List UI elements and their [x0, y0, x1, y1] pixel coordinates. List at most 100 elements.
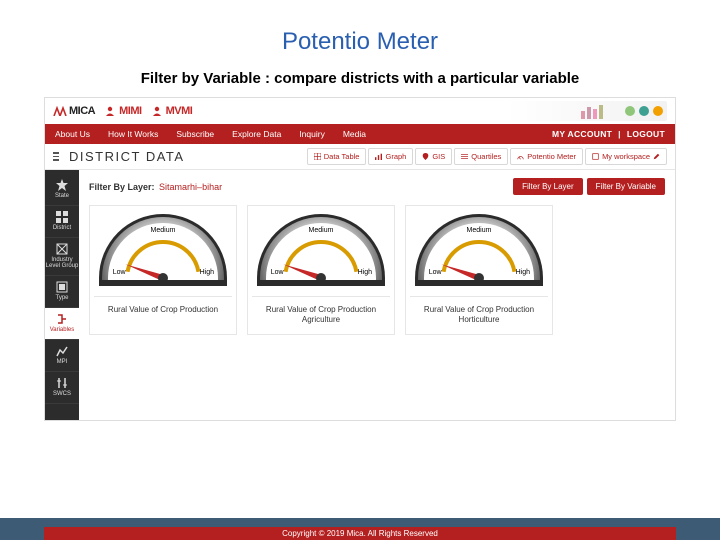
- nav-how[interactable]: How It Works: [108, 129, 158, 139]
- sidebar-item-swcs[interactable]: SWCS: [45, 372, 79, 404]
- tab-potentio[interactable]: Potentio Meter: [510, 148, 583, 165]
- banner-dot-3: [653, 106, 663, 116]
- filter-row: Filter By Layer: Sitamarhi–bihar Filter …: [89, 178, 665, 195]
- tab-graph[interactable]: Graph: [368, 148, 413, 165]
- nav-subscribe[interactable]: Subscribe: [176, 129, 214, 139]
- variables-icon: [56, 313, 68, 325]
- sidebar-swcs-label: SWCS: [53, 391, 71, 397]
- gauge-meter: Low Medium High: [255, 212, 387, 288]
- body: State District Industry Level Group Type…: [45, 170, 675, 420]
- table-icon: [314, 153, 321, 160]
- logo-mvmi: MVMI: [150, 105, 193, 117]
- sidebar-state-label: State: [55, 193, 69, 199]
- hamburger-icon[interactable]: [49, 152, 63, 161]
- tab-gis-label: GIS: [432, 152, 445, 161]
- type-icon: [56, 281, 68, 293]
- tab-quartiles-label: Quartiles: [471, 152, 501, 161]
- nav-left: About Us How It Works Subscribe Explore …: [55, 129, 366, 139]
- gauge-meter: Low Medium High: [413, 212, 545, 288]
- gauge-card: Low Medium High Rural Value of Crop Prod…: [89, 205, 237, 335]
- logo-bar: MICA MIMI MVMI: [45, 98, 675, 124]
- gauge-label: Rural Value of Crop Production: [94, 296, 232, 330]
- sidebar-district-label: District: [53, 225, 71, 231]
- gauge-label: Rural Value of Crop Production Horticult…: [410, 296, 548, 330]
- filter-label: Filter By Layer:: [89, 182, 155, 192]
- gauge-meter: Low Medium High: [97, 212, 229, 288]
- nav-sep: |: [618, 129, 621, 139]
- logo-mimi-text: MIMI: [119, 105, 141, 117]
- mpi-icon: [56, 345, 68, 357]
- person-icon: [103, 106, 117, 116]
- svg-text:Medium: Medium: [309, 227, 334, 234]
- nav-media[interactable]: Media: [343, 129, 366, 139]
- sub-nav: DISTRICT DATA Data Table Graph GIS Quart…: [45, 144, 675, 170]
- tab-potentio-label: Potentio Meter: [527, 152, 576, 161]
- nav-inquiry[interactable]: Inquiry: [299, 129, 325, 139]
- sidebar-variables-label: Variables: [50, 327, 75, 333]
- svg-text:High: High: [516, 269, 531, 276]
- filter-label-group: Filter By Layer: Sitamarhi–bihar: [89, 182, 222, 192]
- sidebar-item-variables[interactable]: Variables: [45, 308, 79, 340]
- filter-by-variable-button[interactable]: Filter By Variable: [587, 178, 665, 195]
- svg-text:High: High: [200, 269, 215, 276]
- sidebar-item-type[interactable]: Type: [45, 276, 79, 308]
- nav-right: MY ACCOUNT | LOGOUT: [552, 129, 665, 139]
- svg-text:Low: Low: [429, 269, 443, 276]
- nav-logout[interactable]: LOGOUT: [627, 129, 665, 139]
- tab-gis[interactable]: GIS: [415, 148, 452, 165]
- sidebar-type-label: Type: [55, 295, 68, 301]
- logo-mica-text: MICA: [69, 105, 95, 117]
- sidebar-item-mpi[interactable]: MPI: [45, 340, 79, 372]
- gauge-icon: [517, 153, 524, 160]
- chart-icon: [375, 153, 382, 160]
- swcs-icon: [56, 377, 68, 389]
- tab-graph-label: Graph: [385, 152, 406, 161]
- pin-icon: [422, 153, 429, 160]
- gauge-label: Rural Value of Crop Production Agricultu…: [252, 296, 390, 330]
- filter-value: Sitamarhi–bihar: [159, 182, 222, 192]
- nav-explore[interactable]: Explore Data: [232, 129, 281, 139]
- workspace-icon: [592, 153, 599, 160]
- sidebar-item-district[interactable]: District: [45, 206, 79, 238]
- sidebar: State District Industry Level Group Type…: [45, 170, 79, 420]
- tab-workspace[interactable]: My workspace: [585, 148, 667, 165]
- logo-mvmi-text: MVMI: [166, 105, 193, 117]
- main-panel: Filter By Layer: Sitamarhi–bihar Filter …: [79, 170, 675, 420]
- gauge-cards: Low Medium High Rural Value of Crop Prod…: [89, 205, 665, 335]
- footer-copyright: Copyright © 2019 Mica. All Rights Reserv…: [44, 527, 676, 540]
- tab-data-table-label: Data Table: [324, 152, 360, 161]
- slide-title: Potentio Meter: [0, 0, 720, 70]
- subbar-left: DISTRICT DATA: [49, 149, 185, 164]
- sidebar-item-state[interactable]: State: [45, 174, 79, 206]
- logo-mimi: MIMI: [103, 105, 141, 117]
- svg-text:Medium: Medium: [151, 227, 176, 234]
- svg-text:Low: Low: [271, 269, 285, 276]
- banner-dot-1: [625, 106, 635, 116]
- gauge-card: Low Medium High Rural Value of Crop Prod…: [247, 205, 395, 335]
- filter-buttons: Filter By Layer Filter By Variable: [513, 178, 665, 195]
- tab-quartiles[interactable]: Quartiles: [454, 148, 508, 165]
- tab-data-table[interactable]: Data Table: [307, 148, 367, 165]
- svg-text:High: High: [358, 269, 373, 276]
- logo-mica: MICA: [53, 105, 95, 117]
- nav-about[interactable]: About Us: [55, 129, 90, 139]
- quartiles-icon: [461, 153, 468, 160]
- banner-dot-2: [639, 106, 649, 116]
- slide-subtitle: Filter by Variable : compare districts w…: [0, 70, 720, 97]
- sidebar-item-industry[interactable]: Industry Level Group: [45, 238, 79, 276]
- sidebar-industry-label: Industry Level Group: [45, 257, 79, 269]
- star-icon: [56, 179, 68, 191]
- logo-group: MICA MIMI MVMI: [53, 105, 192, 117]
- main-nav: About Us How It Works Subscribe Explore …: [45, 124, 675, 144]
- tab-workspace-label: My workspace: [602, 152, 650, 161]
- nav-account[interactable]: MY ACCOUNT: [552, 129, 612, 139]
- pencil-icon: [653, 153, 660, 160]
- person-icon: [150, 106, 164, 116]
- filter-by-layer-button[interactable]: Filter By Layer: [513, 178, 583, 195]
- header-banner: [507, 101, 667, 121]
- flame-icon: [53, 106, 67, 116]
- grid-icon: [56, 211, 68, 223]
- skyline-icon: [581, 103, 621, 119]
- svg-text:Medium: Medium: [467, 227, 492, 234]
- svg-text:Low: Low: [113, 269, 127, 276]
